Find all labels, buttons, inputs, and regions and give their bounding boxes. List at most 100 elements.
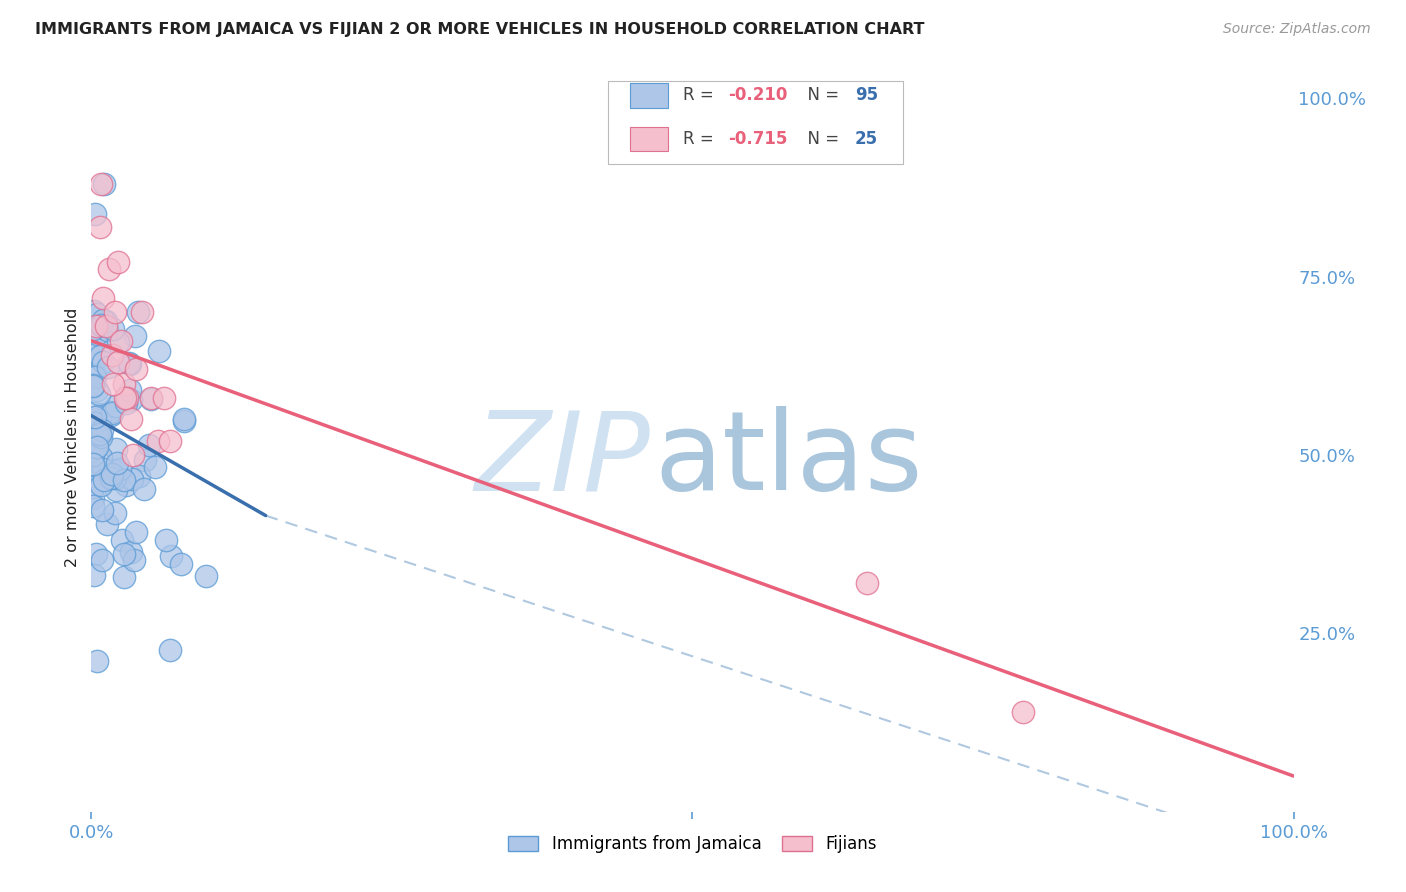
Point (159, 434, 181, 448)
Point (125, 362, 148, 376)
Point (173, 412, 195, 426)
Point (90, 478, 112, 492)
Point (96, 516, 118, 531)
Point (90, 407, 112, 421)
Point (117, 391, 139, 405)
Point (84, 368, 107, 382)
Point (105, 456, 128, 470)
Point (84, 547, 107, 561)
Point (84, 369, 107, 384)
Text: 95: 95 (855, 87, 877, 104)
Point (101, 467, 124, 481)
Point (107, 355, 129, 369)
Point (115, 396, 138, 410)
Point (127, 304, 149, 318)
Point (855, 576, 877, 591)
Point (155, 533, 177, 548)
Point (90, 177, 112, 191)
Legend: Immigrants from Jamaica, Fijians: Immigrants from Jamaica, Fijians (502, 829, 883, 860)
Point (83, 409, 105, 424)
Point (86, 426, 108, 441)
Text: N =: N = (797, 130, 845, 148)
Point (89, 219, 111, 234)
Point (89, 413, 111, 427)
Point (89, 427, 111, 442)
Point (93, 461, 115, 475)
Point (94, 319, 117, 334)
Point (107, 255, 129, 269)
Point (96, 314, 118, 328)
Point (105, 399, 128, 413)
Point (1012, 705, 1035, 719)
Text: 25: 25 (855, 130, 877, 148)
Point (91, 552, 114, 566)
Point (173, 414, 195, 428)
Point (138, 438, 160, 452)
Point (86, 654, 108, 668)
Text: N =: N = (797, 87, 845, 104)
Text: -0.210: -0.210 (728, 87, 787, 104)
FancyBboxPatch shape (630, 127, 668, 152)
Point (93, 177, 115, 191)
Point (86, 307, 108, 321)
Point (86, 326, 108, 341)
Point (124, 328, 146, 343)
Point (152, 391, 174, 405)
Point (82, 499, 104, 513)
Point (84, 319, 107, 334)
Point (82, 449, 104, 463)
Y-axis label: 2 or more Vehicles in Household: 2 or more Vehicles in Household (65, 308, 80, 566)
Point (100, 405, 122, 419)
Point (90, 423, 112, 437)
Point (97, 360, 120, 375)
Point (83, 207, 105, 221)
Text: -0.715: -0.715 (728, 130, 787, 148)
Point (86, 463, 108, 477)
Point (148, 344, 170, 359)
Point (83, 304, 105, 318)
Point (82, 379, 104, 393)
Point (98, 471, 121, 485)
Point (104, 483, 127, 497)
Point (111, 533, 134, 547)
Point (115, 391, 138, 405)
Point (96, 323, 118, 337)
Point (93, 473, 115, 487)
Point (82, 406, 104, 420)
Point (82, 322, 104, 336)
Text: Source: ZipAtlas.com: Source: ZipAtlas.com (1223, 22, 1371, 37)
Point (132, 482, 155, 496)
Point (110, 334, 132, 348)
Point (122, 553, 145, 567)
Point (89, 450, 111, 465)
Point (100, 470, 122, 484)
Point (125, 525, 148, 540)
Point (120, 392, 142, 407)
Point (91, 355, 114, 369)
Point (90, 318, 112, 332)
Point (120, 545, 142, 559)
Point (90, 430, 112, 444)
Point (112, 376, 135, 391)
Point (86, 440, 108, 454)
Point (169, 557, 191, 571)
Point (104, 471, 127, 485)
Point (86, 383, 108, 397)
Point (82, 480, 104, 494)
Point (160, 549, 183, 563)
Point (105, 464, 128, 478)
Point (89, 386, 111, 401)
Point (98, 262, 121, 277)
Point (101, 376, 124, 391)
Point (112, 570, 135, 584)
Point (104, 442, 127, 457)
Point (101, 348, 124, 362)
Point (91, 313, 114, 327)
Point (120, 412, 142, 426)
Text: IMMIGRANTS FROM JAMAICA VS FIJIAN 2 OR MORE VEHICLES IN HOUSEHOLD CORRELATION CH: IMMIGRANTS FROM JAMAICA VS FIJIAN 2 OR M… (35, 22, 925, 37)
Point (120, 383, 142, 397)
FancyBboxPatch shape (609, 81, 903, 163)
Point (89, 349, 111, 363)
Point (83, 416, 105, 430)
Point (146, 434, 169, 448)
